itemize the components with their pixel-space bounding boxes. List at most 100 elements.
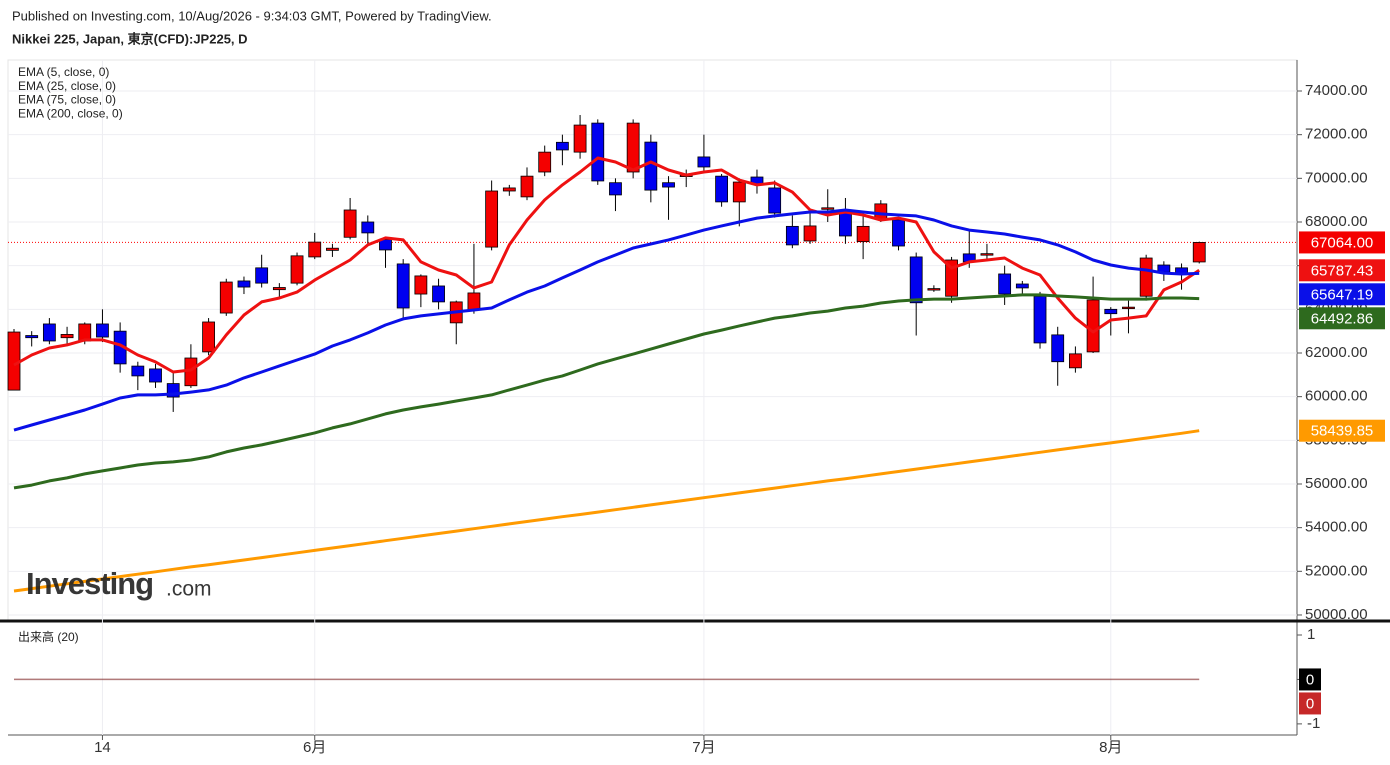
candle-body xyxy=(237,280,251,288)
candle-body xyxy=(414,275,428,295)
pane-title: 出来高 (20) xyxy=(18,629,79,644)
candle-body xyxy=(343,209,357,238)
candle-body xyxy=(732,181,746,203)
watermark-brand: Investing xyxy=(26,566,153,601)
candle-body xyxy=(1069,353,1082,369)
legend-entry: EMA (200, close, 0) xyxy=(18,106,123,120)
candle-body xyxy=(555,141,569,151)
candle-body xyxy=(538,151,552,173)
price-tag xyxy=(1299,419,1385,442)
legend-entry: EMA (75, close, 0) xyxy=(18,93,116,107)
legend-entry: EMA (25, close, 0) xyxy=(18,79,116,93)
candle-body xyxy=(998,273,1012,295)
candle-body xyxy=(945,259,958,297)
candle-body xyxy=(1139,257,1153,297)
candle-body xyxy=(803,225,817,242)
candle-body xyxy=(1051,334,1065,363)
watermark: Investing .com xyxy=(26,566,212,601)
published-note: Published on Investing.com, 10/Aug/2026 … xyxy=(12,8,492,23)
x-tick-label: 6月 xyxy=(303,739,326,756)
candle-body xyxy=(697,156,711,168)
candle-body xyxy=(1086,299,1100,353)
y-tick-label: 72000.00 xyxy=(1305,126,1368,143)
candle-body xyxy=(326,247,339,251)
candle-body xyxy=(308,241,322,258)
x-tick-label: 8月 xyxy=(1099,739,1122,756)
candle-body xyxy=(768,187,782,214)
candle-body xyxy=(644,141,658,191)
candle-body xyxy=(202,321,215,353)
candle-body xyxy=(1104,308,1118,315)
candle-body xyxy=(520,175,534,198)
x-tick-label: 14 xyxy=(94,739,111,756)
candle-body xyxy=(1015,283,1029,289)
grid xyxy=(8,60,1302,740)
candle-body xyxy=(662,182,675,188)
candle-body xyxy=(502,187,516,192)
y-tick-label: 54000.00 xyxy=(1305,519,1368,536)
candle-body xyxy=(874,203,888,220)
y-tick-label: 70000.00 xyxy=(1305,169,1368,186)
y-tick-label: 1 xyxy=(1307,626,1315,643)
x-tick-label: 7月 xyxy=(692,739,715,756)
candle-body xyxy=(96,323,109,338)
y-tick-label: 56000.00 xyxy=(1305,475,1368,492)
candle-body xyxy=(485,190,499,248)
price-tag xyxy=(1299,231,1385,254)
price-tag-label: 64492.86 xyxy=(1311,310,1374,327)
candle-body xyxy=(219,281,233,314)
candle-body xyxy=(25,335,39,339)
candle-body xyxy=(432,285,445,303)
candle-body xyxy=(290,255,304,284)
candle-body xyxy=(609,182,622,196)
price-tag-label: 58439.85 xyxy=(1311,423,1374,440)
price-tag xyxy=(1299,692,1321,715)
candle-body xyxy=(626,122,640,173)
ema-line xyxy=(13,293,1200,490)
symbol-title: Nikkei 225, Japan, 東京(CFD):JP225, D xyxy=(12,31,248,46)
candle-body xyxy=(591,122,605,182)
candle-body xyxy=(1192,242,1206,263)
candle-body xyxy=(821,207,835,210)
candle-body xyxy=(42,323,56,342)
price-tag xyxy=(1299,307,1385,330)
candle-body xyxy=(1033,295,1047,344)
candle-body xyxy=(573,124,587,153)
labels: 50000.0052000.0054000.0056000.0058000.00… xyxy=(18,65,1385,756)
candle-body xyxy=(785,225,799,246)
candle-body xyxy=(856,225,870,243)
price-tag-label: 65647.19 xyxy=(1311,286,1374,303)
candle-body xyxy=(60,334,74,339)
candle-body xyxy=(255,267,269,284)
candle-body xyxy=(131,365,145,377)
y-tick-label: 74000.00 xyxy=(1305,82,1368,99)
candle-body xyxy=(396,263,410,309)
price-tag-label: 0 xyxy=(1306,671,1314,688)
y-tick-label: 50000.00 xyxy=(1305,606,1368,623)
price-tag xyxy=(1299,259,1385,282)
candle-body xyxy=(467,292,481,311)
candle-body xyxy=(909,256,923,304)
y-tick-label: 60000.00 xyxy=(1305,388,1368,405)
candle-body xyxy=(927,288,941,291)
candle-body xyxy=(149,368,162,383)
candle-body xyxy=(980,253,994,256)
y-tick-label: 52000.00 xyxy=(1305,562,1368,579)
ema-line xyxy=(13,156,1201,374)
legend-entry: EMA (5, close, 0) xyxy=(18,65,109,79)
y-tick-label: 62000.00 xyxy=(1305,344,1368,361)
candle-body xyxy=(715,175,728,203)
price-tag-label: 67064.00 xyxy=(1311,234,1374,251)
y-tick-label: 68000.00 xyxy=(1305,213,1368,230)
price-tag-label: 65787.43 xyxy=(1311,262,1374,279)
candle-body xyxy=(361,221,375,234)
marks xyxy=(7,115,1206,681)
candle-body xyxy=(1122,306,1135,310)
y-tick-label: -1 xyxy=(1307,715,1320,732)
ema-line xyxy=(13,429,1200,593)
candle-body xyxy=(839,210,852,237)
price-tag xyxy=(1299,283,1385,306)
price-tag-label: 0 xyxy=(1306,695,1314,712)
